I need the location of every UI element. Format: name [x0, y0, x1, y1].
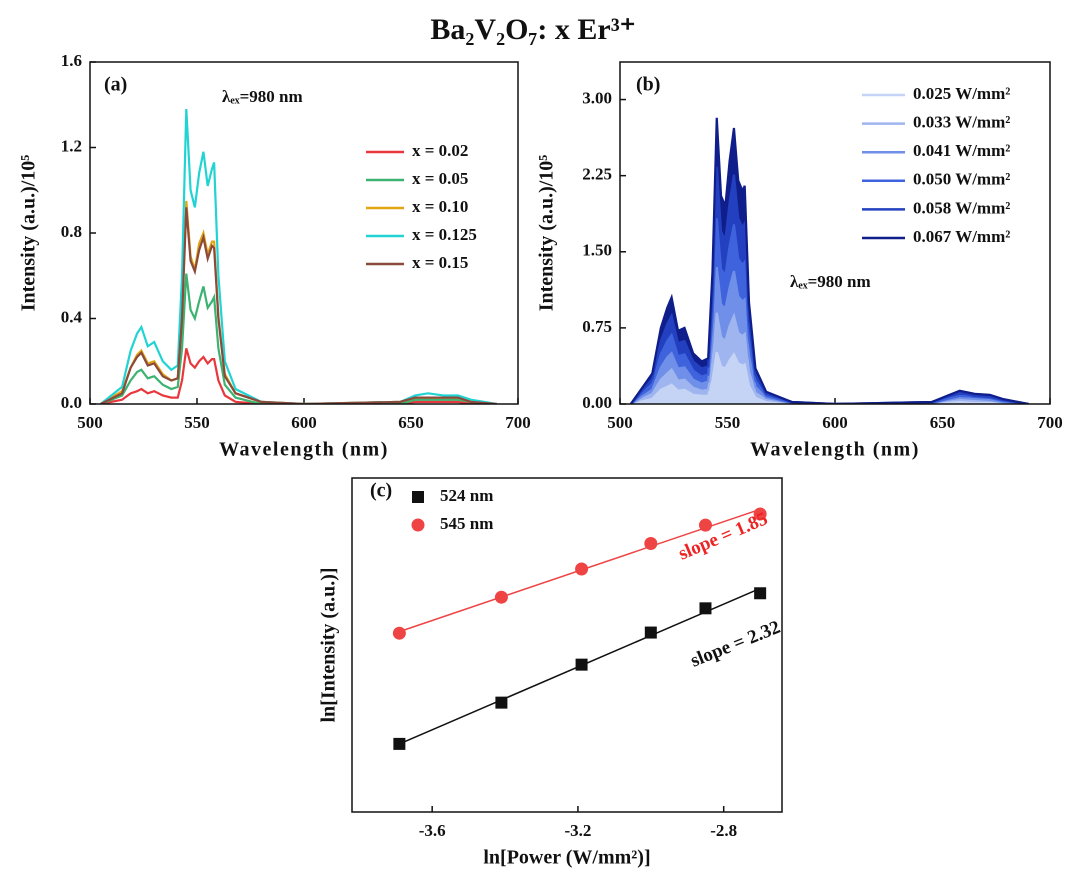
- y-tick-label: 1.50: [582, 241, 612, 260]
- line: [100, 273, 497, 404]
- point: [754, 587, 767, 600]
- x-tick-label: 500: [607, 413, 633, 432]
- legend-label: 545 nm: [440, 514, 493, 533]
- line: [100, 207, 497, 404]
- x-tick-label: -3.6: [419, 821, 446, 840]
- x-tick-label: 550: [184, 413, 210, 432]
- x-tick-label: 650: [398, 413, 424, 432]
- line: [629, 117, 1029, 404]
- point: [495, 696, 508, 709]
- x-axis-label: Wavelength (nm): [750, 439, 920, 461]
- point: [753, 507, 767, 521]
- panel: -3.6 -3.2 -2.8 ln[Power (W/mm²)] ln[Intensit…: [318, 477, 784, 869]
- x-tick-label: -2.8: [710, 821, 737, 840]
- annotation: λₑₓ=980 nm: [222, 87, 303, 106]
- x-tick-label: 700: [505, 413, 531, 432]
- x-tick-label: -3.2: [564, 821, 591, 840]
- point: [698, 518, 712, 532]
- legend-label: 0.041 W/mm²: [913, 141, 1010, 160]
- legend-label: 0.050 W/mm²: [913, 170, 1010, 189]
- x-tick-label: 550: [715, 413, 741, 432]
- axes-frame: [619, 61, 1051, 405]
- x-tick-label: 700: [1037, 413, 1063, 432]
- y-axis-label: Intensity (a.u.)/10⁵: [18, 155, 40, 312]
- x-axis-label: ln[Power (W/mm²)]: [483, 847, 650, 869]
- legend-label: x = 0.15: [412, 253, 468, 272]
- panel: 500 550 600 650 700 0.00 0.75 1.50 2.25 3.00 Wavel…: [536, 61, 1063, 461]
- point: [644, 536, 658, 550]
- line: [100, 108, 497, 404]
- line: [630, 351, 1029, 404]
- panel: 500 550 600 650 700 0.0 0.4 0.8 1.2 1.6 Wavelength…: [18, 51, 531, 461]
- plot-area: [100, 108, 497, 404]
- legend-label: 524 nm: [440, 486, 493, 505]
- y-tick-label: 0.00: [582, 393, 612, 412]
- plot-area: [629, 117, 1029, 404]
- y-axis-label: ln[Intensity (a.u.)]: [318, 567, 340, 722]
- point: [392, 626, 406, 640]
- panel-label: (c): [370, 480, 392, 502]
- y-tick-label: 0.75: [582, 317, 612, 336]
- legend-label: 0.067 W/mm²: [913, 227, 1010, 246]
- legend-label: x = 0.125: [412, 225, 477, 244]
- point: [644, 626, 657, 639]
- x-tick-label: 500: [77, 413, 103, 432]
- point: [494, 590, 508, 604]
- y-axis-label: Intensity (a.u.)/10⁵: [536, 155, 558, 312]
- point: [575, 562, 589, 576]
- x-tick-label: 650: [930, 413, 956, 432]
- legend-label: x = 0.02: [412, 141, 468, 160]
- line: [100, 348, 497, 404]
- x-axis-label: Wavelength (nm): [219, 439, 389, 461]
- y-tick-label: 0.0: [61, 393, 82, 412]
- y-tick-label: 2.25: [582, 165, 612, 184]
- legend-marker: [412, 491, 424, 503]
- annotation: λₑₓ=980 nm: [790, 272, 871, 291]
- y-tick-label: 1.6: [61, 51, 82, 70]
- panel-label: (b): [636, 74, 660, 96]
- legend-label: 0.025 W/mm²: [913, 84, 1010, 103]
- annotation: slope = 1.85: [675, 508, 770, 564]
- axes-frame: [351, 477, 783, 813]
- point: [575, 658, 588, 671]
- y-tick-label: 1.2: [61, 136, 82, 155]
- point: [393, 737, 406, 750]
- legend-marker: [411, 518, 425, 532]
- legend-label: 0.058 W/mm²: [913, 198, 1010, 217]
- panel-label: (a): [104, 74, 127, 96]
- legend-label: x = 0.05: [412, 169, 468, 188]
- figure-title: Ba₂V₂O₇: x Er³⁺: [430, 13, 635, 46]
- axes-frame: [89, 61, 519, 405]
- line: [629, 218, 1029, 404]
- y-tick-label: 3.00: [582, 88, 612, 107]
- legend-label: x = 0.10: [412, 197, 468, 216]
- area: [630, 352, 1029, 404]
- y-tick-label: 0.8: [61, 222, 82, 241]
- x-tick-label: 600: [822, 413, 848, 432]
- plot-area: [392, 507, 767, 750]
- legend-label: 0.033 W/mm²: [913, 113, 1010, 132]
- y-tick-label: 0.4: [61, 307, 83, 326]
- point: [699, 602, 712, 615]
- annotation: slope = 2.32: [688, 617, 784, 672]
- x-tick-label: 600: [291, 413, 317, 432]
